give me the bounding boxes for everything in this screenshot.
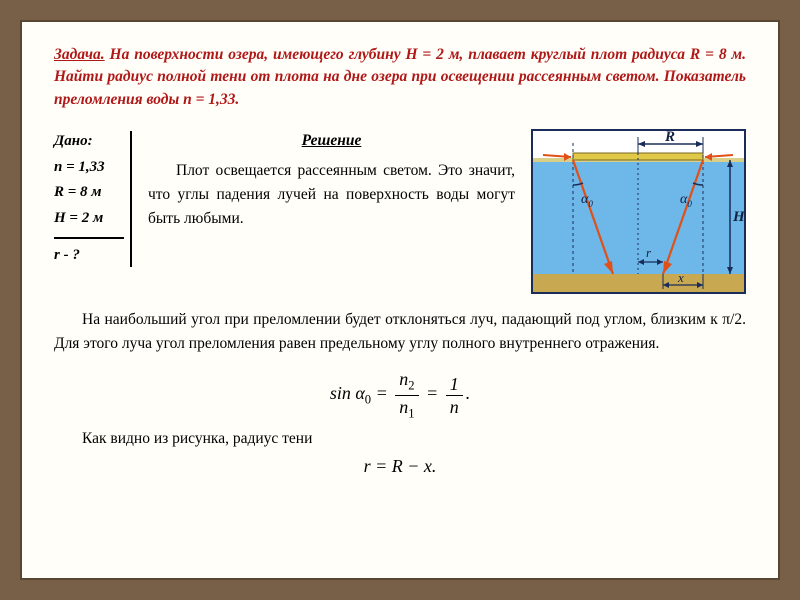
slide-frame: Задача. На поверхности озера, имеющего г… — [20, 20, 780, 580]
f-sin: sin — [330, 383, 351, 403]
final-formula: r = R − x. — [54, 456, 746, 477]
sand — [533, 274, 744, 292]
label-x: x — [677, 270, 684, 285]
diagram-svg: α0 α0 R H r — [533, 131, 744, 292]
f-denn: n — [446, 396, 463, 416]
given-line-2: H = 2 м — [54, 206, 122, 232]
frac2: 1 n — [446, 375, 463, 416]
f-s1: 1 — [408, 406, 414, 420]
given-block: Дано: n = 1,33 R = 8 м H = 2 м r - ? — [54, 129, 132, 269]
formula-sin: sin α0 = n2 n1 = 1 n . — [54, 370, 746, 419]
solution-para1: Плот освещается рассеян­ным светом. Это … — [148, 159, 515, 231]
dim-R-arr-r — [696, 141, 703, 147]
f-sub0: 0 — [365, 393, 371, 407]
f-n2: n — [399, 369, 408, 389]
frac1: n2 n1 — [395, 370, 418, 419]
given-line-1: R = 8 м — [54, 180, 122, 206]
solution-block: Решение Плот освещается рассеян­ным свет… — [148, 129, 515, 231]
label-R: R — [664, 131, 675, 145]
solution-title: Решение — [148, 129, 515, 153]
mid-row: Дано: n = 1,33 R = 8 м H = 2 м r - ? Реш… — [54, 129, 746, 294]
problem-lead: Задача. — [54, 46, 105, 63]
f-n1: n — [399, 397, 408, 417]
given-find: r - ? — [54, 243, 122, 269]
f-one: 1 — [446, 375, 463, 396]
water — [533, 158, 744, 274]
ray-diagram: α0 α0 R H r — [531, 129, 746, 294]
f-s2: 2 — [408, 379, 414, 393]
final-text: Как видно из рисунка, радиус тени — [54, 430, 746, 448]
given-divider — [54, 237, 124, 239]
body-para: На наибольший угол при преломлении будет… — [54, 308, 746, 356]
label-H: H — [732, 209, 744, 225]
problem-statement: Задача. На поверхности озера, имеющего г… — [54, 44, 746, 111]
f-alpha: α — [355, 383, 364, 403]
dim-R-arr-l — [638, 141, 645, 147]
given-title: Дано: — [54, 129, 122, 155]
given-line-0: n = 1,33 — [54, 155, 122, 181]
problem-text: На поверхности озера, имеющего глубину H… — [54, 46, 746, 108]
